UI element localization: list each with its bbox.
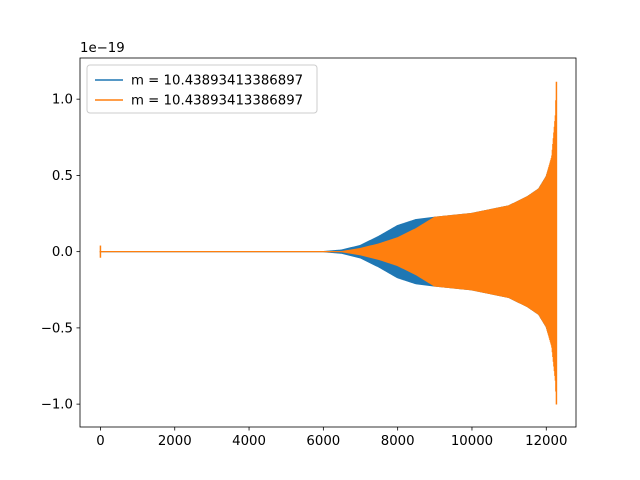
legend-item-1: m = 10.43893413386897	[95, 74, 303, 89]
legend-label: m = 10.43893413386897	[131, 74, 303, 89]
plot-area	[79, 57, 577, 428]
y-tick-label: 1.0	[52, 93, 73, 108]
series-2	[99, 81, 558, 405]
legend-label: m = 10.43893413386897	[131, 94, 303, 109]
x-tick-label: 0	[96, 434, 104, 449]
x-tick-label: 2000	[158, 434, 192, 449]
x-tick-label: 4000	[232, 434, 266, 449]
series-layer	[99, 81, 558, 405]
y-tick-label: −0.5	[41, 321, 73, 336]
y-tick-label: 0.5	[52, 169, 73, 184]
legend: m = 10.43893413386897 m = 10.438934133868…	[86, 64, 318, 114]
y-tick-label: 0.0	[52, 245, 73, 260]
axes-frame	[79, 57, 577, 428]
x-tick-label: 10000	[451, 434, 493, 449]
x-axis-ticks: 0 2000 4000 6000 8000 10000 12000	[96, 427, 567, 449]
y-tick-label: −1.0	[41, 398, 73, 413]
x-tick-label: 12000	[525, 434, 567, 449]
y-axis-ticks: −1.0 −0.5 0.0 0.5 1.0	[41, 93, 80, 413]
y-offset-label: 1e−19	[80, 41, 125, 56]
legend-box	[86, 64, 318, 114]
x-tick-label: 8000	[381, 434, 415, 449]
legend-item-2: m = 10.43893413386897	[95, 94, 303, 109]
x-tick-label: 6000	[306, 434, 340, 449]
